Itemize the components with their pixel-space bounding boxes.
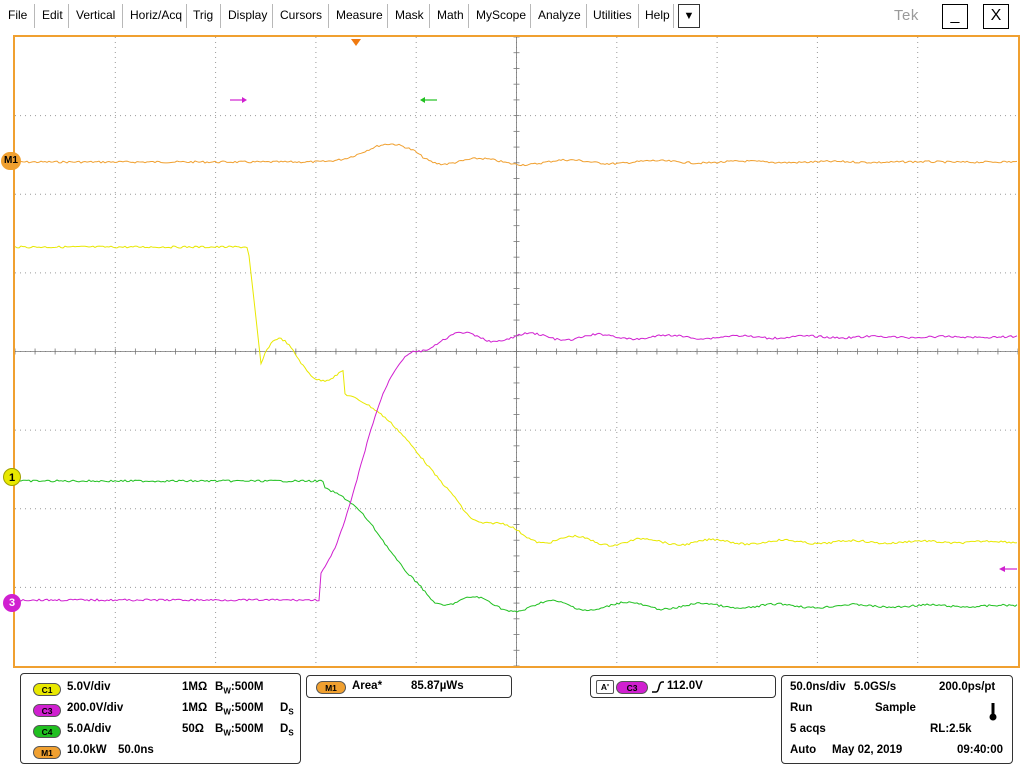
acquisition-state[interactable]: Run <box>790 702 813 714</box>
menu-separator <box>530 4 531 28</box>
close-icon: X <box>990 7 1002 24</box>
acquisition-date: May 02, 2019 <box>832 744 903 756</box>
menu-separator <box>186 4 187 28</box>
ch3-offset-arrow-icon <box>230 97 247 103</box>
menu-separator <box>328 4 329 28</box>
m1-badge[interactable]: M1 <box>33 746 61 759</box>
trace-c1-voltage <box>15 245 1018 547</box>
measurement-label: Area* <box>352 680 383 692</box>
trace-c3-voltage <box>15 331 1018 602</box>
c4-deskew-indicator: DS <box>280 723 294 738</box>
measurement-source-badge: M1 <box>316 681 346 694</box>
c3-impedance: 1MΩ <box>182 702 208 714</box>
measurement-value: 85.87µWs <box>411 680 464 692</box>
menu-separator <box>272 4 273 28</box>
menu-vertical[interactable]: Vertical <box>76 8 116 22</box>
c3-deskew-indicator: DS <box>280 702 294 717</box>
c1-bandwidth: BW:500M <box>215 681 264 696</box>
acquisition-count: 5 acqs <box>790 723 826 735</box>
menu-separator <box>387 4 388 28</box>
c1-scale[interactable]: 5.0V/div <box>67 681 111 693</box>
c4-badge[interactable]: C4 <box>33 725 61 738</box>
menu-math[interactable]: Math <box>437 8 464 22</box>
trigger-source-badge: C3 <box>616 681 648 694</box>
menu-dropdown-button[interactable]: ▼ <box>678 4 700 28</box>
minimize-button[interactable]: _ <box>942 4 968 29</box>
menu-edit[interactable]: Edit <box>42 8 63 22</box>
ch1-reference-marker[interactable]: 1 <box>3 468 21 486</box>
menu-horiz-acq[interactable]: Horiz/Acq <box>130 8 183 22</box>
menu-separator <box>586 4 587 28</box>
menu-separator <box>34 4 35 28</box>
ch4-offset-arrow-icon <box>420 97 437 103</box>
menu-display[interactable]: Display <box>228 8 268 22</box>
menu-utilities[interactable]: Utilities <box>593 8 632 22</box>
menu-measure[interactable]: Measure <box>336 8 383 22</box>
tek-logo: Tek <box>894 7 919 24</box>
ch3-trigger-level-arrow-icon[interactable] <box>999 566 1017 572</box>
c4-scale[interactable]: 5.0A/div <box>67 723 112 735</box>
trace-c4-current <box>15 479 1018 613</box>
trigger-position-marker[interactable] <box>351 39 361 46</box>
record-length: RL:2.5k <box>930 723 972 735</box>
c4-impedance: 50Ω <box>182 723 205 735</box>
menu-help[interactable]: Help <box>645 8 670 22</box>
acquisition-panel[interactable]: 50.0ns/div 5.0GS/s 200.0ps/pt Run Sample… <box>781 675 1013 764</box>
rising-edge-icon <box>652 681 664 693</box>
menu-bar: File Edit Vertical Horiz/Acq Trig Displa… <box>0 0 1024 34</box>
graticule-grid <box>15 37 1018 666</box>
trigger-panel[interactable]: A' C3 112.0V <box>590 675 776 698</box>
chevron-down-icon: ▼ <box>683 10 695 22</box>
menu-trig[interactable]: Trig <box>193 8 214 22</box>
minimize-icon: _ <box>950 7 960 24</box>
time-resolution: 200.0ps/pt <box>939 681 996 693</box>
menu-analyze[interactable]: Analyze <box>538 8 581 22</box>
m1-reference-marker[interactable]: M1 <box>1 152 21 170</box>
menu-mask[interactable]: Mask <box>395 8 424 22</box>
acquisition-time: 09:40:00 <box>957 744 1004 756</box>
c3-scale[interactable]: 200.0V/div <box>67 702 124 714</box>
menu-file[interactable]: File <box>8 8 28 22</box>
menu-myscope[interactable]: MyScope <box>476 8 527 22</box>
menu-separator <box>429 4 430 28</box>
m1-scale[interactable]: 10.0kW <box>67 744 107 756</box>
ch3-reference-marker[interactable]: 3 <box>3 594 21 612</box>
menu-separator <box>68 4 69 28</box>
timebase-scale[interactable]: 50.0ns/div <box>790 681 846 693</box>
menu-separator <box>638 4 639 28</box>
c4-bandwidth: BW:500M <box>215 723 264 738</box>
c3-badge[interactable]: C3 <box>33 704 61 717</box>
menu-separator <box>468 4 469 28</box>
close-button[interactable]: X <box>983 4 1009 29</box>
trace-m1-power <box>15 143 1018 167</box>
m1-timebase: 50.0ns <box>118 744 154 756</box>
c3-bandwidth: BW:500M <box>215 702 264 717</box>
thermometer-icon <box>989 703 997 721</box>
menu-separator <box>673 4 674 28</box>
waveform-graticule <box>15 37 1018 666</box>
trigger-mode-badge: A' <box>596 680 614 694</box>
c1-impedance: 1MΩ <box>182 681 208 693</box>
menu-cursors[interactable]: Cursors <box>280 8 323 22</box>
menu-separator <box>122 4 123 28</box>
c1-badge[interactable]: C1 <box>33 683 61 696</box>
waveform-display[interactable] <box>13 35 1020 668</box>
acquisition-mode: Sample <box>875 702 916 714</box>
menu-separator <box>220 4 221 28</box>
measurement-panel[interactable]: M1 Area* 85.87µWs <box>306 675 512 698</box>
trigger-level: 112.0V <box>667 680 703 692</box>
trigger-mode[interactable]: Auto <box>790 744 817 756</box>
channel-settings-panel: C1 5.0V/div 1MΩ BW:500M C3 200.0V/div 1M… <box>20 673 301 764</box>
sample-rate: 5.0GS/s <box>854 681 897 693</box>
